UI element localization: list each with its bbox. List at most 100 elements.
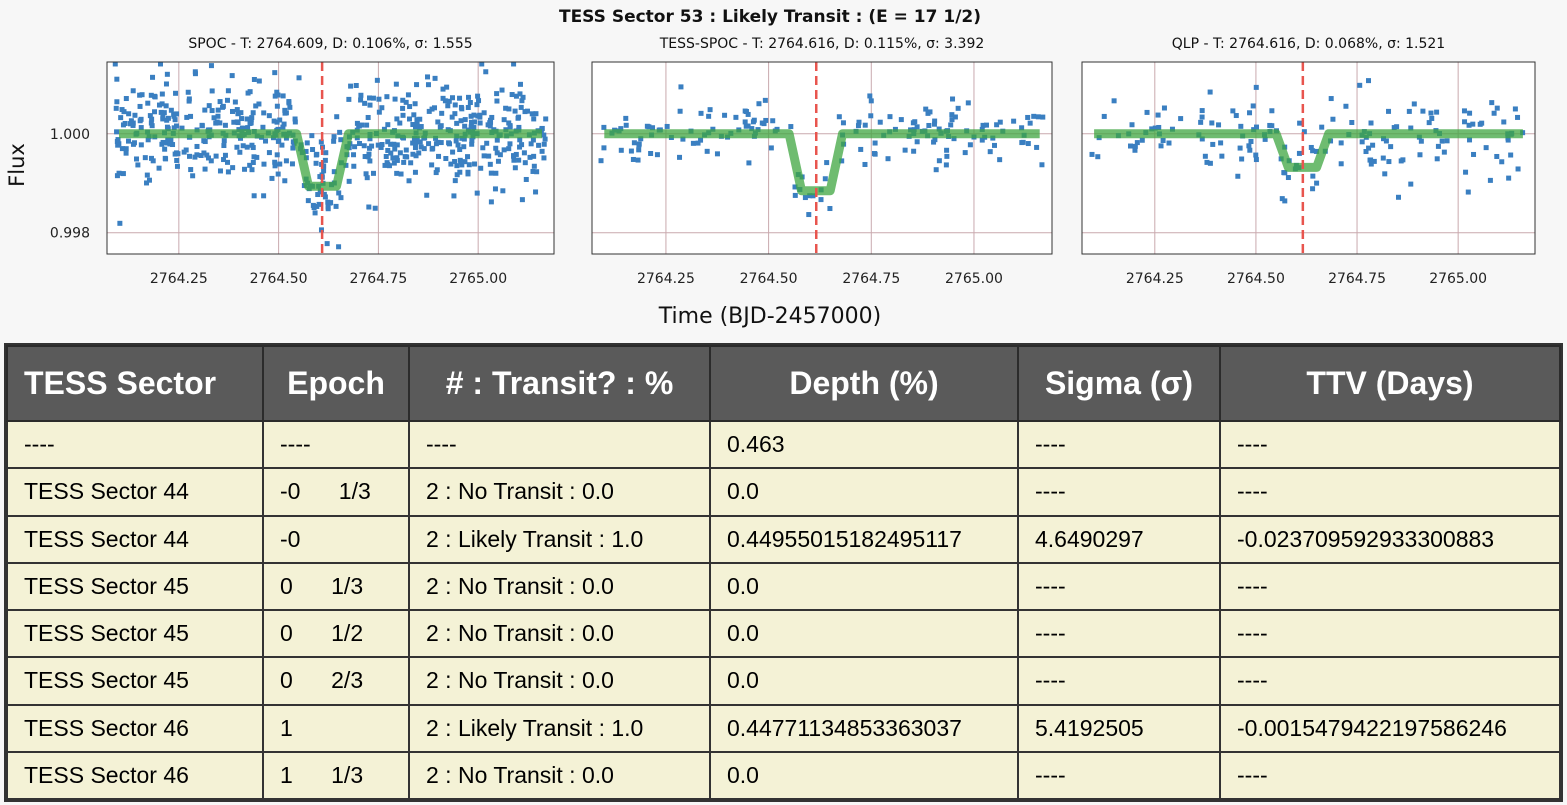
data-point <box>161 110 167 116</box>
data-point <box>346 96 352 102</box>
data-point <box>1366 145 1372 151</box>
cell-ttv: -0.0015479422197586246 <box>1219 703 1561 753</box>
data-point <box>424 192 430 198</box>
cell-sigma: 4.6490297 <box>1017 514 1221 564</box>
cell-ttv: ---- <box>1219 467 1561 517</box>
data-point <box>290 145 296 151</box>
data-point <box>855 123 861 129</box>
data-point <box>807 193 813 199</box>
data-point <box>403 99 409 105</box>
data-point <box>872 140 878 146</box>
data-point <box>488 170 494 176</box>
data-point <box>351 152 357 158</box>
data-point <box>997 119 1003 125</box>
data-point <box>365 154 371 160</box>
data-point <box>450 149 456 155</box>
data-point <box>425 74 431 80</box>
data-point <box>1470 121 1476 127</box>
data-point <box>1439 138 1445 144</box>
data-point <box>414 136 420 142</box>
data-point <box>309 133 315 139</box>
data-point <box>858 146 864 152</box>
data-point <box>948 122 954 128</box>
data-point <box>1207 160 1213 166</box>
data-point <box>400 105 406 111</box>
data-point <box>275 171 281 177</box>
data-point <box>433 170 439 176</box>
data-point <box>1297 120 1303 126</box>
data-point <box>416 150 422 156</box>
data-point <box>217 120 223 126</box>
data-point <box>479 61 485 67</box>
data-point <box>401 159 407 165</box>
data-point <box>462 117 468 123</box>
x-tick-label: 2765.00 <box>1429 271 1487 287</box>
data-point <box>704 148 710 154</box>
data-point <box>471 112 477 118</box>
data-point <box>336 244 342 250</box>
data-point <box>367 136 373 142</box>
data-point <box>244 144 250 150</box>
data-point <box>902 147 908 153</box>
data-point <box>237 135 243 141</box>
data-point <box>500 188 506 194</box>
data-point <box>1254 124 1260 130</box>
cell-ttv: ---- <box>1219 561 1561 612</box>
data-point <box>1417 152 1423 158</box>
data-point <box>429 162 435 168</box>
data-point <box>321 168 327 174</box>
data-point <box>489 114 495 120</box>
data-point <box>481 153 487 159</box>
transit-model-line <box>119 129 542 191</box>
x-tick-label: 2764.75 <box>349 271 407 287</box>
data-point <box>165 115 171 121</box>
data-point <box>472 161 478 167</box>
data-point <box>534 169 540 175</box>
data-point <box>174 157 180 163</box>
data-point <box>139 92 145 98</box>
data-point <box>222 152 228 158</box>
data-point <box>305 198 311 204</box>
data-point <box>932 118 938 124</box>
data-point <box>383 154 389 160</box>
data-point <box>1209 120 1215 126</box>
data-point <box>756 101 762 107</box>
data-point <box>991 142 997 148</box>
data-point <box>119 107 125 113</box>
data-point <box>192 154 198 160</box>
data-point <box>1178 116 1184 122</box>
data-point <box>229 73 235 79</box>
data-point <box>379 141 385 147</box>
data-point <box>1406 108 1412 114</box>
data-point <box>483 69 489 75</box>
figure-ylabel: Flux <box>5 143 29 187</box>
data-point <box>951 136 957 142</box>
data-point <box>486 153 492 159</box>
data-point <box>365 114 371 120</box>
data-point <box>962 150 968 156</box>
subplot-1: SPOC - T: 2764.609, D: 0.106%, σ: 1.555 2… <box>50 36 555 287</box>
data-point <box>282 178 288 184</box>
data-point <box>353 83 359 89</box>
data-point <box>418 124 424 130</box>
data-point <box>1371 158 1377 164</box>
data-point <box>414 122 420 128</box>
cell-transit: 2 : Likely Transit : 1.0 <box>408 703 711 753</box>
data-point <box>1253 152 1259 158</box>
data-point <box>459 106 465 112</box>
data-point <box>280 93 286 99</box>
data-point <box>358 97 364 103</box>
data-point <box>213 153 219 159</box>
data-point <box>123 150 129 156</box>
cell-sector: TESS Sector 44 <box>6 467 264 517</box>
data-point <box>742 108 748 114</box>
cell-transit: 2 : No Transit : 0.0 <box>408 750 711 801</box>
cell-sector: TESS Sector 45 <box>6 561 264 612</box>
data-point <box>359 122 365 128</box>
data-point <box>1279 196 1285 202</box>
data-point <box>132 112 138 118</box>
data-point <box>225 159 231 165</box>
data-point <box>949 112 955 118</box>
data-point <box>275 92 281 98</box>
data-point <box>543 116 549 122</box>
